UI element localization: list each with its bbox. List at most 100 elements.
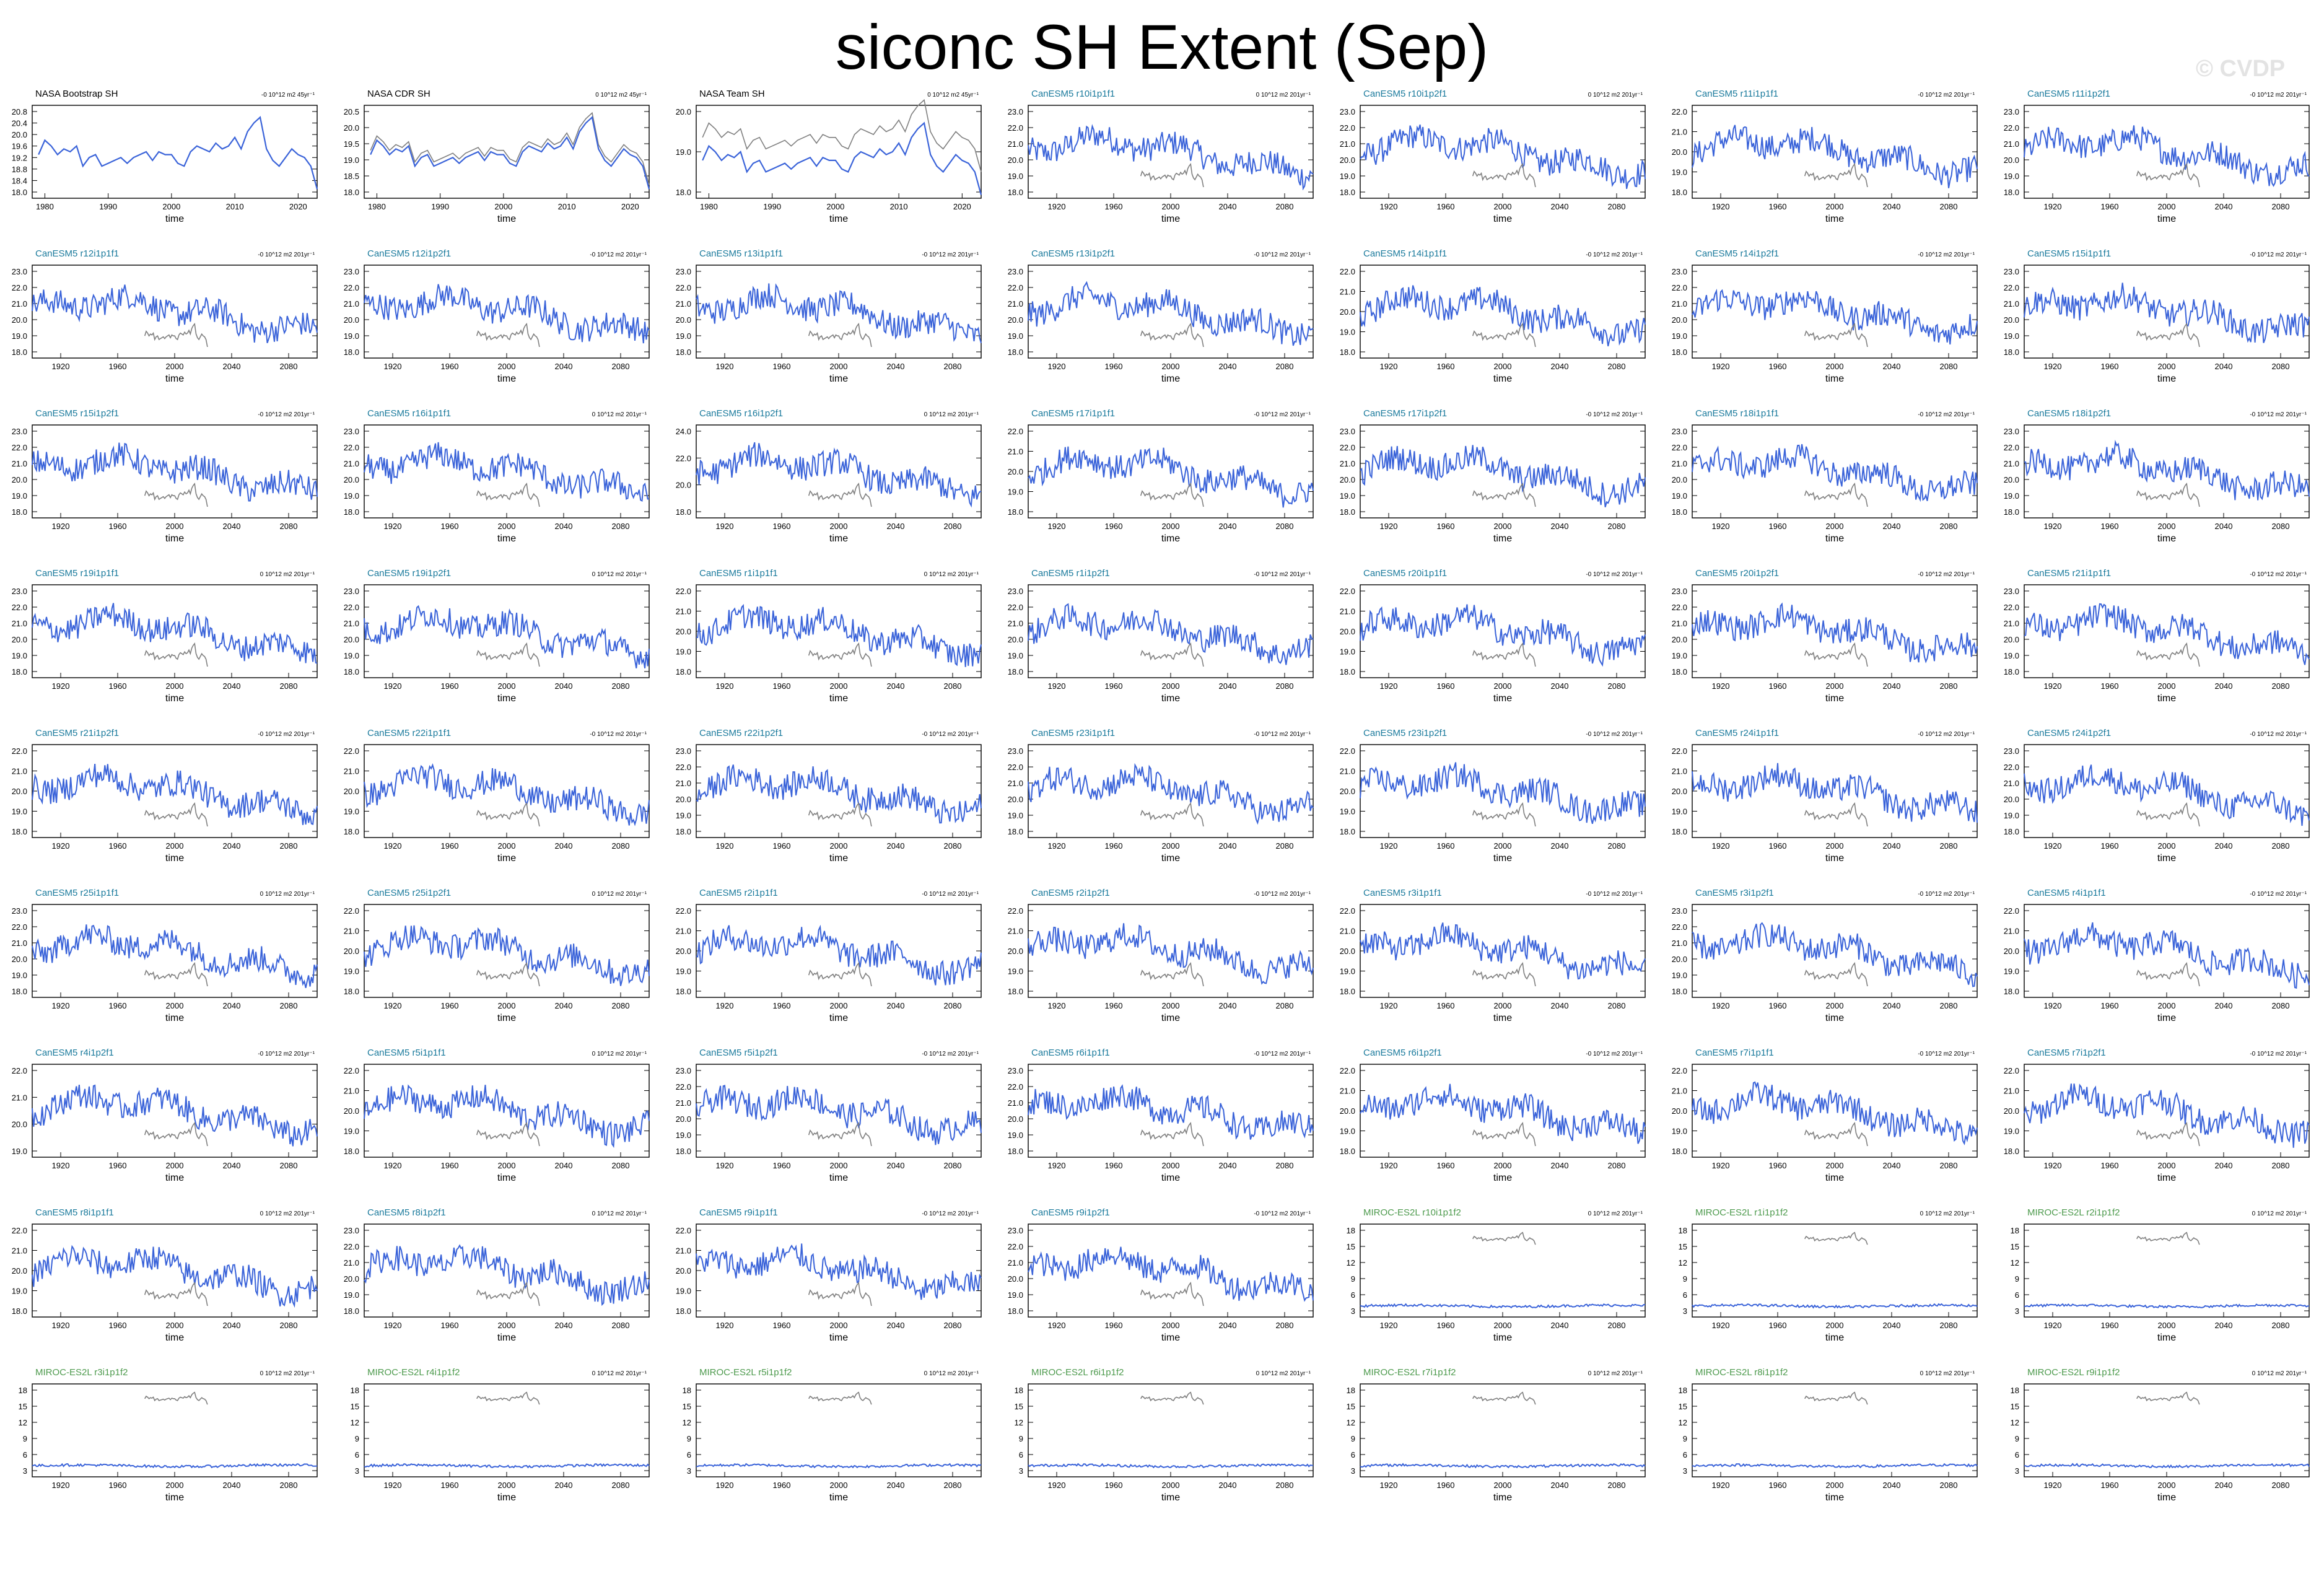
x-axis-label: time bbox=[829, 374, 848, 384]
x-tick-label: 1920 bbox=[1712, 1161, 1730, 1170]
x-tick-label: 2080 bbox=[612, 1001, 630, 1010]
y-tick-label: 18.0 bbox=[12, 667, 27, 676]
y-tick-label: 21.0 bbox=[12, 1246, 27, 1256]
obs-overlay-line bbox=[144, 1281, 208, 1306]
x-tick-label: 2000 bbox=[1494, 1161, 1512, 1170]
y-tick-label: 21.0 bbox=[1008, 779, 1023, 788]
y-tick-label: 9 bbox=[1351, 1274, 1355, 1284]
x-tick-label: 2080 bbox=[1940, 1001, 1958, 1010]
series-line bbox=[1360, 445, 1646, 507]
chart-panel: CanESM5 r4i1p2f1 -0 10^12 m2 201yr⁻¹ 19.0 2… bbox=[12, 1048, 318, 1183]
x-axis-label: time bbox=[1825, 374, 1844, 384]
y-tick-label: 22.0 bbox=[2004, 906, 2019, 916]
x-tick-label: 1920 bbox=[716, 1161, 734, 1170]
panel-title: MIROC-ES2L r10i1p1f2 bbox=[1363, 1207, 1461, 1218]
panel-title: CanESM5 r25i1p1f1 bbox=[35, 888, 119, 898]
x-tick-label: 2040 bbox=[1551, 202, 1569, 211]
y-tick-label: 20.0 bbox=[344, 315, 359, 325]
y-tick-label: 3 bbox=[2015, 1306, 2019, 1316]
y-tick-label: 21.0 bbox=[2004, 779, 2019, 788]
chart-panel: CanESM5 r17i1p2f1 -0 10^12 m2 201yr⁻¹ 18.0… bbox=[1340, 408, 1646, 544]
x-tick-label: 2080 bbox=[280, 362, 298, 371]
x-axis-label: time bbox=[1161, 1013, 1180, 1023]
x-tick-label: 2040 bbox=[2215, 1161, 2233, 1170]
y-tick-label: 18.0 bbox=[344, 507, 359, 517]
x-tick-label: 1960 bbox=[109, 362, 127, 371]
x-tick-label: 2000 bbox=[830, 362, 848, 371]
chart-panel: CanESM5 r14i1p1f1 -0 10^12 m2 201yr⁻¹ 18.0… bbox=[1340, 248, 1646, 384]
y-tick-label: 19.0 bbox=[1340, 172, 1355, 181]
x-tick-label: 1960 bbox=[109, 1321, 127, 1330]
x-tick-label: 2000 bbox=[498, 841, 516, 851]
obs-overlay-line bbox=[144, 802, 208, 827]
panel-trend: -0 10^12 m2 201yr⁻¹ bbox=[258, 731, 315, 738]
y-tick-label: 19.0 bbox=[12, 1147, 27, 1156]
x-tick-label: 2000 bbox=[830, 1481, 848, 1490]
x-tick-label: 2040 bbox=[1551, 1161, 1569, 1170]
y-tick-label: 9 bbox=[1019, 1434, 1023, 1443]
x-tick-label: 2000 bbox=[1826, 1321, 1844, 1330]
x-tick-label: 2040 bbox=[223, 1481, 241, 1490]
panel-trend: -0 10^12 m2 201yr⁻¹ bbox=[2250, 1051, 2307, 1057]
chart-panel: CanESM5 r24i1p1f1 -0 10^12 m2 201yr⁻¹ 18.0… bbox=[1672, 728, 1978, 864]
y-tick-label: 21.0 bbox=[2004, 459, 2019, 468]
y-tick-label: 23.0 bbox=[1672, 906, 1687, 916]
y-tick-label: 23.0 bbox=[2004, 427, 2019, 436]
y-tick-label: 22.0 bbox=[1008, 283, 1023, 292]
x-tick-label: 1920 bbox=[1380, 681, 1398, 691]
x-tick-label: 2040 bbox=[223, 522, 241, 531]
series-line bbox=[364, 605, 650, 668]
y-tick-label: 12 bbox=[2011, 1418, 2019, 1427]
y-tick-label: 3 bbox=[687, 1466, 691, 1476]
panel-frame bbox=[2024, 744, 2310, 838]
chart-panel: CanESM5 r5i1p2f1 -0 10^12 m2 201yr⁻¹ 18.0 1… bbox=[676, 1048, 982, 1183]
y-tick-label: 19.0 bbox=[1672, 168, 1687, 177]
y-tick-label: 20.0 bbox=[344, 635, 359, 644]
x-tick-label: 1960 bbox=[441, 681, 459, 691]
x-tick-label: 1960 bbox=[1105, 362, 1123, 371]
obs-overlay-line bbox=[144, 1391, 208, 1405]
x-tick-label: 1960 bbox=[773, 522, 791, 531]
panel-trend: -0 10^12 m2 201yr⁻¹ bbox=[1586, 731, 1643, 738]
series-line bbox=[32, 924, 318, 989]
y-tick-label: 22.0 bbox=[1008, 1082, 1023, 1092]
y-tick-label: 18.0 bbox=[1340, 827, 1355, 836]
panel-trend: -0 10^12 m2 201yr⁻¹ bbox=[2250, 891, 2307, 898]
y-tick-label: 23.0 bbox=[676, 1066, 691, 1075]
x-tick-label: 1920 bbox=[1712, 681, 1730, 691]
series-line bbox=[2024, 922, 2310, 989]
chart-panel: CanESM5 r5i1p1f1 0 10^12 m2 201yr⁻¹ 18.0 19… bbox=[344, 1048, 650, 1183]
series-line bbox=[32, 1245, 318, 1308]
x-tick-label: 2080 bbox=[612, 841, 630, 851]
panel-frame bbox=[1028, 1223, 1314, 1318]
x-axis-label: time bbox=[1493, 1013, 1512, 1023]
x-tick-label: 2000 bbox=[498, 1481, 516, 1490]
x-tick-label: 2000 bbox=[1826, 1481, 1844, 1490]
x-tick-label: 1920 bbox=[1048, 681, 1066, 691]
panel-trend: 0 10^12 m2 201yr⁻¹ bbox=[2252, 1210, 2307, 1217]
x-tick-label: 1920 bbox=[1712, 1001, 1730, 1010]
panel-frame bbox=[696, 744, 982, 838]
x-tick-label: 1920 bbox=[1048, 841, 1066, 851]
panel-title: MIROC-ES2L r8i1p1f2 bbox=[1695, 1367, 1788, 1378]
panel-frame bbox=[696, 1383, 982, 1477]
panel-title: CanESM5 r6i1p1f1 bbox=[1031, 1048, 1110, 1058]
panel-trend: -0 10^12 m2 201yr⁻¹ bbox=[1254, 411, 1311, 418]
obs-overlay-line bbox=[1472, 322, 1536, 348]
panel-trend: -0 10^12 m2 201yr⁻¹ bbox=[1586, 411, 1643, 418]
y-tick-label: 22.0 bbox=[12, 922, 27, 932]
panel-title: CanESM5 r14i1p2f1 bbox=[1695, 248, 1779, 259]
obs-overlay-line bbox=[476, 482, 540, 507]
x-tick-label: 2040 bbox=[1551, 1481, 1569, 1490]
x-tick-label: 1960 bbox=[2101, 841, 2119, 851]
y-tick-label: 20.0 bbox=[2004, 315, 2019, 325]
obs-overlay-line bbox=[2136, 322, 2200, 348]
y-tick-label: 18.0 bbox=[344, 348, 359, 357]
series-line bbox=[364, 1244, 650, 1306]
panel-frame bbox=[32, 1383, 318, 1477]
series-line bbox=[364, 442, 650, 502]
panel-trend: 0 10^12 m2 201yr⁻¹ bbox=[592, 411, 647, 418]
y-tick-label: 19.0 bbox=[1008, 811, 1023, 820]
x-tick-label: 2040 bbox=[1883, 1161, 1901, 1170]
chart-panel: CanESM5 r6i1p1f1 -0 10^12 m2 201yr⁻¹ 18.0 1… bbox=[1008, 1048, 1314, 1183]
